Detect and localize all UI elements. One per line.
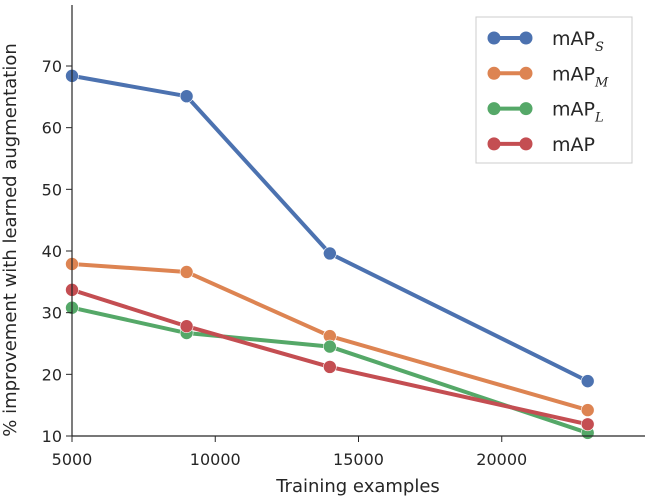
data-point — [580, 417, 595, 432]
y-tick-label: 40 — [42, 242, 62, 261]
y-tick-label: 30 — [42, 304, 62, 323]
legend-marker — [519, 102, 533, 116]
y-tick-label: 70 — [42, 57, 62, 76]
y-tick-label: 20 — [42, 365, 62, 384]
legend-marker — [487, 102, 501, 116]
y-axis-label: % improvement with learned augmentation — [0, 43, 21, 437]
legend-entry: mAP — [487, 134, 595, 156]
series-M — [65, 257, 595, 417]
legend-marker — [487, 137, 501, 151]
data-point — [179, 89, 194, 104]
x-tick-label: 5000 — [52, 450, 93, 469]
series-line — [71, 261, 589, 413]
data-point — [323, 360, 337, 374]
legend-marker — [519, 31, 533, 45]
x-ticks: 5000 10000 15000 20000 — [52, 436, 527, 469]
data-point — [179, 265, 194, 279]
x-tick-label: 20000 — [476, 450, 527, 469]
y-tick-label: 10 — [42, 427, 62, 446]
legend-marker — [519, 137, 533, 151]
data-point — [580, 403, 595, 417]
series-line — [71, 287, 589, 427]
data-point — [323, 339, 337, 354]
legend-marker — [519, 66, 533, 80]
data-point — [580, 374, 595, 388]
x-tick-label: 10000 — [190, 450, 241, 469]
legend-marker — [487, 31, 501, 45]
series-line — [71, 305, 589, 435]
series-all — [65, 283, 595, 432]
x-tick-label: 15000 — [333, 450, 384, 469]
x-axis-label: Training examples — [275, 476, 440, 496]
y-tick-label: 50 — [42, 180, 62, 199]
data-point — [323, 246, 337, 261]
legend-label: mAP — [552, 134, 595, 156]
series-S — [65, 69, 595, 388]
legend-marker — [487, 66, 501, 80]
y-ticks: 10 20 30 40 50 60 70 — [42, 57, 72, 446]
plot-area — [65, 69, 595, 440]
series-line — [71, 73, 589, 383]
data-point — [179, 319, 194, 334]
y-tick-label: 60 — [42, 119, 62, 138]
